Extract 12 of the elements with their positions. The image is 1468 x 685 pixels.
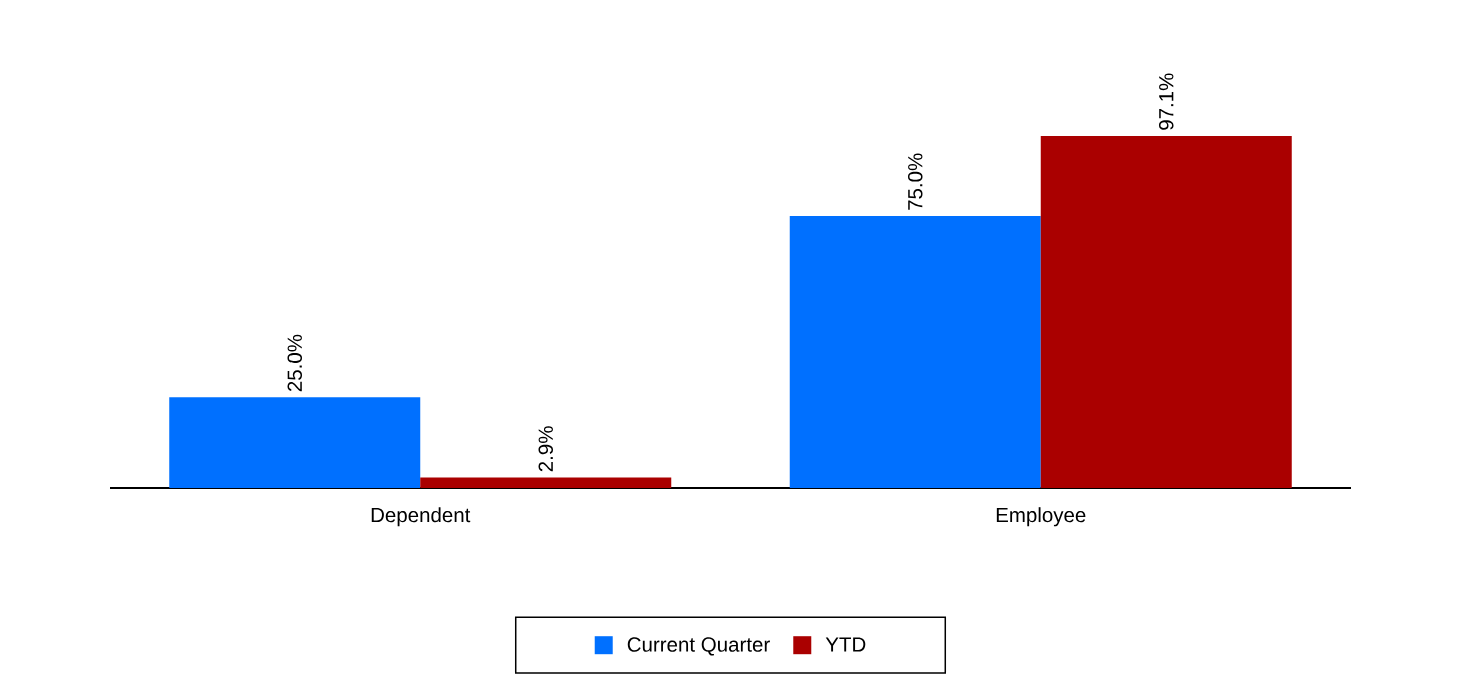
bar: [169, 397, 421, 488]
bar: [420, 477, 672, 488]
x-tick-label: Dependent: [371, 507, 471, 527]
data-label: 75.0%: [907, 153, 923, 210]
bar: [1040, 135, 1292, 488]
data-label: 25.0%: [287, 334, 303, 392]
x-tick-label: Employee: [996, 507, 1086, 527]
legend-label: Current Quarter: [627, 637, 770, 656]
bar: [789, 216, 1041, 488]
data-label: 97.1%: [1159, 73, 1174, 130]
legend-label: YTD: [825, 637, 866, 652]
data-label: 2.9%: [538, 426, 554, 472]
